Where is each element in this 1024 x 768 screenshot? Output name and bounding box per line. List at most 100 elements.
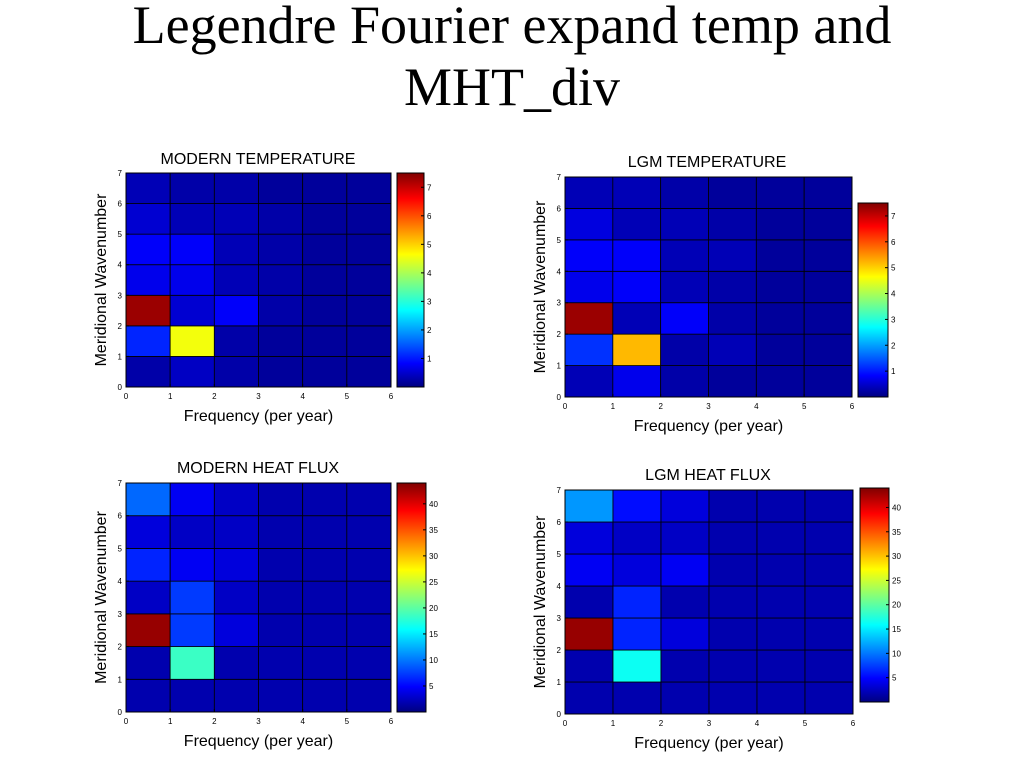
heatmap-cell — [612, 649, 662, 683]
heatmap-cell — [302, 580, 348, 615]
x-tick-label: 1 — [611, 719, 616, 728]
y-tick-label: 7 — [557, 173, 562, 182]
y-tick-label: 1 — [118, 675, 123, 684]
x-tick-label: 5 — [803, 719, 808, 728]
chart-title: LGM HEAT FLUX — [645, 467, 771, 484]
y-tick-label: 4 — [118, 261, 123, 270]
heatmap-cell — [660, 176, 709, 209]
heatmap-cell — [258, 646, 304, 680]
heatmap-cell — [612, 585, 662, 619]
heatmap-cell — [612, 681, 662, 715]
colorbar-tick-label: 20 — [892, 601, 901, 610]
heatmap-cell — [564, 208, 614, 241]
colorbar-tick-label: 5 — [892, 674, 897, 683]
heatmap-cell — [708, 681, 758, 715]
heatmap-cell — [346, 264, 392, 296]
y-tick-label: 4 — [557, 582, 562, 591]
heatmap-cell — [346, 203, 392, 235]
x-tick-label: 1 — [611, 402, 616, 411]
heatmap-cell — [660, 208, 709, 241]
x-tick-label: 6 — [851, 719, 856, 728]
heatmap-cell — [169, 233, 215, 266]
colorbar-tick-label: 40 — [429, 500, 438, 509]
y-tick-label: 7 — [118, 479, 123, 488]
x-tick-label: 2 — [659, 719, 664, 728]
heatmap-cell — [804, 553, 854, 587]
x-tick-label: 2 — [658, 402, 663, 411]
heatmap-cell — [708, 553, 758, 587]
heatmap-cell — [213, 203, 259, 235]
colorbar-tick-label: 6 — [891, 238, 896, 247]
heatmap-cell — [564, 176, 614, 209]
y-tick-label: 3 — [557, 299, 562, 308]
heatmap-cell — [302, 678, 348, 713]
heatmap-cell — [755, 302, 805, 335]
heatmap-cell — [213, 548, 259, 582]
heatmap-cell — [564, 521, 614, 555]
heatmap-cell — [169, 203, 215, 235]
heatmap-cell — [302, 233, 348, 266]
heatmap-cell — [804, 649, 854, 683]
heatmap-cell — [660, 585, 710, 619]
heatmap-cell — [756, 553, 806, 587]
x-tick-label: 0 — [563, 402, 568, 411]
x-axis-label: Frequency (per year) — [634, 418, 783, 435]
heatmap-cell — [564, 649, 614, 683]
heatmap-cell — [258, 580, 304, 615]
y-tick-label: 0 — [118, 708, 123, 717]
slide-title: Legendre Fourier expand temp and MHT_div — [132, 0, 892, 117]
heatmap-cell — [169, 294, 215, 327]
heatmap-cell — [258, 325, 304, 357]
heatmap-cell — [213, 172, 259, 204]
heatmap-cell — [612, 270, 662, 304]
x-tick-label: 1 — [168, 717, 173, 726]
heatmap-cell — [125, 294, 171, 327]
heatmap-cell — [660, 553, 710, 587]
heatmap-cell — [804, 585, 854, 619]
heatmap-cell — [612, 521, 662, 555]
y-tick-label: 6 — [118, 200, 123, 209]
colorbar — [859, 487, 890, 703]
y-tick-label: 3 — [557, 614, 562, 623]
y-tick-label: 7 — [118, 169, 123, 178]
heatmap-cell — [302, 325, 348, 357]
heatmap-cell — [302, 203, 348, 235]
heatmap-cell — [258, 678, 304, 713]
heatmap-cell — [169, 172, 215, 204]
y-tick-label: 0 — [557, 393, 562, 402]
heatmap-cell — [125, 356, 171, 388]
heatmap-cell — [302, 515, 348, 549]
heatmap-cell — [213, 264, 259, 296]
x-axis-label: Frequency (per year) — [634, 735, 783, 752]
y-tick-label: 0 — [557, 710, 562, 719]
y-axis-label: Meridional Wavenumber — [532, 200, 549, 373]
y-tick-label: 0 — [118, 383, 123, 392]
x-tick-label: 4 — [755, 719, 760, 728]
heatmap-cell — [346, 172, 392, 204]
colorbar — [396, 172, 425, 388]
heatmap-cell — [302, 356, 348, 388]
heatmap-cell — [612, 176, 662, 209]
heatmap-cell — [755, 270, 805, 304]
heatmap-cell — [302, 172, 348, 204]
heatmap-cell — [564, 239, 614, 272]
heatmap-cell — [125, 172, 171, 204]
x-tick-label: 6 — [389, 717, 394, 726]
x-tick-label: 3 — [706, 402, 711, 411]
heatmap-cell — [346, 613, 392, 647]
heatmap-cell — [755, 208, 805, 241]
colorbar-tick-label: 25 — [429, 578, 438, 587]
colorbar-tick-label: 5 — [427, 240, 432, 249]
heatmap-cell — [612, 553, 662, 587]
heatmap-cell — [125, 264, 171, 296]
heatmap-cell — [708, 176, 757, 209]
x-tick-label: 3 — [256, 717, 261, 726]
heatmap-cell — [756, 489, 806, 523]
x-tick-label: 4 — [754, 402, 759, 411]
heatmap-cell — [125, 646, 171, 680]
x-tick-label: 5 — [345, 717, 350, 726]
heatmap-cell — [302, 264, 348, 296]
x-tick-label: 4 — [300, 717, 305, 726]
heatmap-cell — [125, 233, 171, 266]
